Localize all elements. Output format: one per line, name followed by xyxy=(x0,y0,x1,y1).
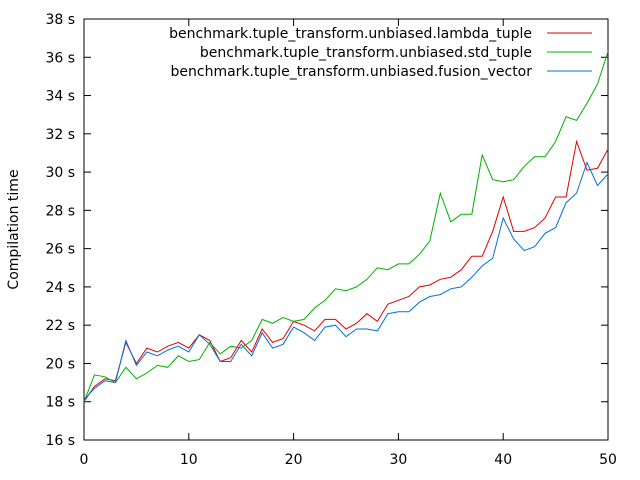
series-line-2 xyxy=(83,161,609,401)
plot-frame xyxy=(83,18,609,441)
x-tick-label: 40 xyxy=(494,452,512,468)
legend-entry-label: benchmark.tuple_transform.unbiased.lambd… xyxy=(169,26,532,42)
legend-entry-label: benchmark.tuple_transform.unbiased.fusio… xyxy=(171,64,533,80)
y-axis-label: Compilation time xyxy=(6,169,22,289)
y-tick-label: 32 s xyxy=(45,127,75,143)
axes: 16 s 18 s 20 s 22 s 24 s 26 s 28 s 30 s 32 s 34 s… xyxy=(45,12,616,468)
series-layer xyxy=(83,51,609,402)
y-tick-label: 24 s xyxy=(45,280,75,296)
series-line-0 xyxy=(83,139,609,402)
y-axis-label-group: Compilation time xyxy=(6,169,22,289)
x-tick-label: 0 xyxy=(80,452,89,468)
x-tick-label: 20 xyxy=(285,452,303,468)
x-tick-label: 10 xyxy=(180,452,198,468)
y-tick-label: 34 s xyxy=(45,89,75,105)
x-tick-label: 50 xyxy=(599,452,617,468)
y-tick-label: 22 s xyxy=(45,318,75,334)
y-tick-label: 36 s xyxy=(45,50,75,66)
series-line-1 xyxy=(83,51,609,402)
y-tick-label: 30 s xyxy=(45,165,75,181)
y-tick-label: 18 s xyxy=(45,395,75,411)
y-tick-label: 28 s xyxy=(45,203,75,219)
legend: benchmark.tuple_transform.unbiased.lambd… xyxy=(169,26,592,80)
y-tick-label: 16 s xyxy=(45,433,75,449)
y-tick-label: 38 s xyxy=(45,12,75,28)
y-tick-label: 26 s xyxy=(45,242,75,258)
x-tick-label: 30 xyxy=(389,452,407,468)
legend-entry-label: benchmark.tuple_transform.unbiased.std_t… xyxy=(200,45,532,61)
y-tick-label: 20 s xyxy=(45,356,75,372)
